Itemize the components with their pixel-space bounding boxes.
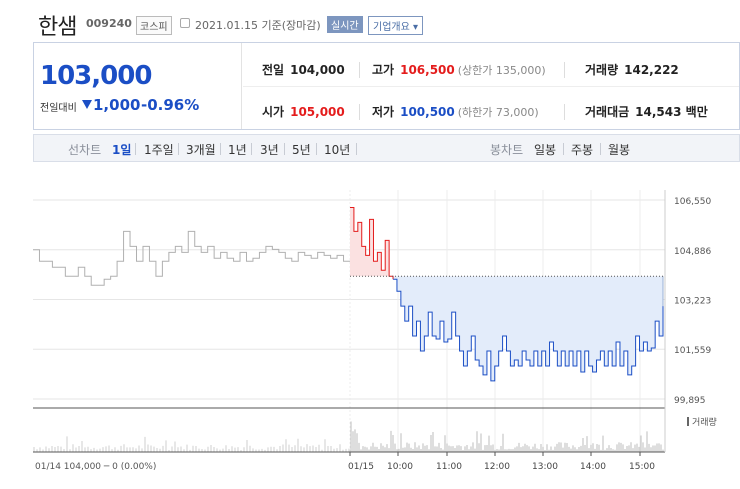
down-triangle-icon <box>82 100 92 109</box>
price-summary: 103,000 전일대비 1,000 -0.96% 전일 104,000 고가 10… <box>33 42 740 130</box>
candle-chart-label: 봉차트 <box>490 143 524 157</box>
y-tick-label: 106,550 <box>674 197 711 207</box>
tab-5year[interactable]: 5년 <box>292 143 311 157</box>
low-price: 저가 100,500 (하한가 73,000) <box>372 103 539 120</box>
stock-header: 한샘 009240 코스피 2021.01.15 기준(장마감) 실시간 기업개… <box>0 0 740 42</box>
y-tick-label: 99,895 <box>674 396 706 406</box>
tab-1week[interactable]: 1주일 <box>144 143 174 157</box>
volume-legend: 거래량 <box>692 416 717 428</box>
tab-daily[interactable]: 일봉 <box>534 143 557 157</box>
clock-icon <box>180 18 190 28</box>
amount-value: 14,543 백만 <box>635 105 708 119</box>
low-value: 100,500 <box>400 105 455 119</box>
realtime-button[interactable]: 실시간 <box>327 16 363 33</box>
stock-name: 한샘 <box>38 15 77 40</box>
high-price: 고가 106,500 (상한가 135,000) <box>372 61 546 78</box>
y-tick-label: 104,886 <box>674 247 711 257</box>
current-price: 103,000 <box>40 61 152 91</box>
chevron-down-icon: ▾ <box>413 22 419 33</box>
amount-label: 거래대금 <box>585 105 630 119</box>
down-area-fill <box>393 276 663 381</box>
current-price-panel: 103,000 전일대비 1,000 -0.96% <box>34 43 242 129</box>
tab-10year[interactable]: 10년 <box>324 143 351 157</box>
price-change-pct: -0.96% <box>141 96 200 114</box>
today-down-line <box>393 278 664 382</box>
prev-close-value: 104,000 <box>290 63 345 77</box>
company-info-label: 기업개요 <box>373 22 410 33</box>
open-label: 시가 <box>262 105 285 119</box>
x-tick-label: 10:00 <box>387 462 413 472</box>
volume-value: 142,222 <box>624 63 679 77</box>
tab-1year[interactable]: 1년 <box>228 143 247 157</box>
lower-limit: (하한가 73,000) <box>457 106 539 119</box>
price-change: 1,000 <box>93 96 141 114</box>
tab-3year[interactable]: 3년 <box>260 143 279 157</box>
trade-amount: 거래대금 14,543 백만 <box>585 103 708 120</box>
volume-legend-icon <box>687 417 689 426</box>
market-badge: 코스피 <box>136 16 172 35</box>
tab-3month[interactable]: 3개월 <box>186 143 216 157</box>
company-info-dropdown[interactable]: 기업개요 ▾ <box>368 16 424 35</box>
volume: 거래량 142,222 <box>585 61 679 78</box>
high-value: 106,500 <box>400 63 455 77</box>
x-tick-label: 13:00 <box>532 462 558 472</box>
x-tick-label: 01/15 <box>348 462 374 472</box>
low-label: 저가 <box>372 105 395 119</box>
prev-day-summary: 01/14 104,000 ─ 0 (0.00%) <box>35 462 156 472</box>
prev-day-line <box>33 230 350 286</box>
y-tick-label: 101,559 <box>674 346 711 356</box>
volume-label: 거래량 <box>585 63 619 77</box>
tab-monthly[interactable]: 월봉 <box>608 143 631 157</box>
line-chart-label: 선차트 <box>68 143 102 157</box>
x-tick-label: 14:00 <box>580 462 606 472</box>
high-label: 고가 <box>372 63 395 77</box>
today-up-line <box>350 206 394 280</box>
diff-label: 전일대비 <box>40 103 77 114</box>
stock-code: 009240 <box>86 17 132 30</box>
up-area-fill <box>350 207 394 280</box>
open-price: 시가 105,000 <box>262 103 345 120</box>
upper-limit: (상한가 135,000) <box>457 64 546 77</box>
base-date: 2021.01.15 기준(장마감) <box>195 19 321 32</box>
y-tick-label: 103,223 <box>674 296 711 306</box>
chart-tabs: 선차트 1일 1주일 3개월 1년 3년 5년 10년 봉차트 일봉 주봉 월봉 <box>33 134 740 162</box>
tab-weekly[interactable]: 주봉 <box>571 143 594 157</box>
prev-close-label: 전일 <box>262 63 285 77</box>
prev-close: 전일 104,000 <box>262 61 345 78</box>
open-value: 105,000 <box>290 105 345 119</box>
x-tick-label: 12:00 <box>484 462 510 472</box>
x-tick-label: 15:00 <box>629 462 655 472</box>
x-tick-label: 11:00 <box>436 462 462 472</box>
tab-1day[interactable]: 1일 <box>112 143 132 157</box>
intraday-chart: 106,550 104,886 103,223 101,559 99,895 01/15… <box>33 190 717 472</box>
